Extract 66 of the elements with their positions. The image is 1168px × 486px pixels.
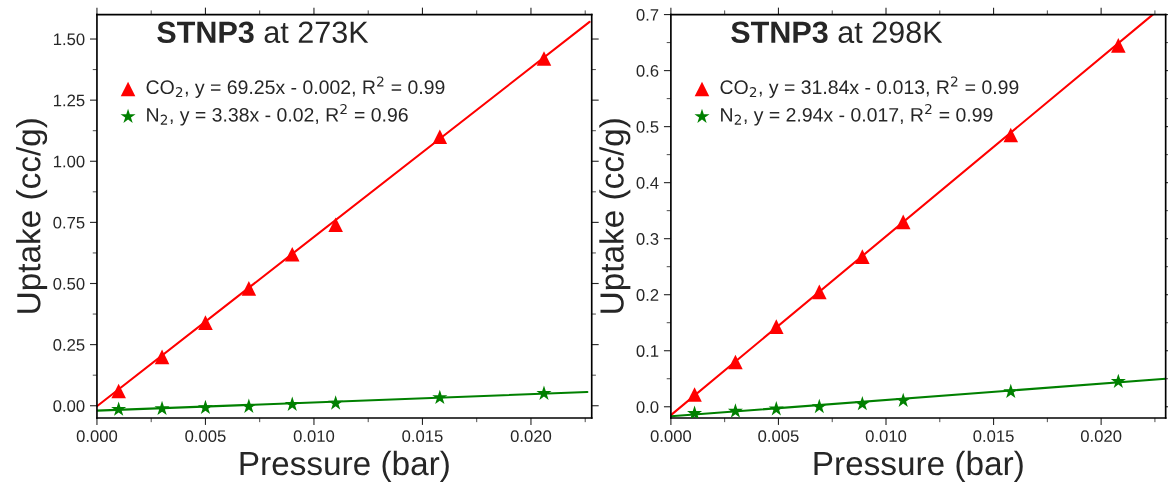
point <box>895 214 911 230</box>
point <box>687 387 702 402</box>
x-tick-label: 0.015 <box>402 430 443 443</box>
point <box>154 400 170 416</box>
x-tick-label: 0.005 <box>185 430 226 443</box>
x-axis-title: Pressure (bar) <box>814 450 1023 482</box>
x-tick-label: 0.005 <box>758 430 799 443</box>
legend-label: N$_{2}$, y = 3.38x - 0.02, R$^{2}$ = 0.96 <box>147 103 408 126</box>
y-tick-label: 0.50 <box>53 277 85 290</box>
point <box>154 349 170 365</box>
legend-label: N$_{2}$, y = 2.94x - 0.017, R$^{2}$ = 0.99 <box>721 103 993 126</box>
point <box>769 319 784 334</box>
y-tick-label: 0.5 <box>636 121 659 133</box>
point <box>854 396 870 411</box>
point <box>895 392 911 407</box>
y-tick-label: 0.2 <box>636 289 659 301</box>
point <box>727 403 743 418</box>
point <box>328 395 344 410</box>
point <box>1003 127 1019 143</box>
x-tick-label: 0.020 <box>1080 430 1122 443</box>
y-axis-title: Uptake (cc/g) <box>16 119 48 313</box>
y-tick-label: 0.1 <box>636 345 659 357</box>
y-tick-label: 0.25 <box>53 339 85 351</box>
point <box>855 249 870 264</box>
point <box>812 284 827 300</box>
point <box>432 389 448 405</box>
point <box>284 246 300 262</box>
x-tick-label: 0.000 <box>650 430 692 443</box>
point <box>811 398 827 414</box>
y-axis-title: Uptake (cc/g) <box>599 119 631 313</box>
point <box>536 385 552 400</box>
point <box>111 383 126 399</box>
point <box>728 354 743 370</box>
point <box>241 281 257 296</box>
y-tick-label: 0.7 <box>636 8 659 21</box>
point <box>768 401 784 416</box>
point <box>284 396 300 411</box>
legend-label: CO$_{2}$, y = 31.84x - 0.013, R$^{2}$ = 0.99 <box>720 76 1019 98</box>
legend-label: CO$_{2}$, y = 69.25x - 0.002, R$^{2}$ = 0.99 <box>146 76 445 98</box>
point <box>328 217 343 233</box>
y-tick-label: 1.00 <box>53 155 85 168</box>
point <box>1110 373 1126 388</box>
x-axis-title: Pressure (bar) <box>240 450 449 482</box>
x-tick-label: 0.020 <box>510 430 552 443</box>
y-tick-label: 1.50 <box>53 33 85 46</box>
point <box>197 399 213 415</box>
y-tick-label: 0.6 <box>636 65 659 77</box>
point <box>432 129 448 145</box>
x-tick-label: 0.010 <box>865 430 907 443</box>
point <box>198 315 213 330</box>
y-tick-label: 0.0 <box>636 401 659 413</box>
point <box>111 401 127 416</box>
y-tick-label: 0.00 <box>53 400 85 412</box>
x-tick-label: 0.015 <box>973 430 1014 443</box>
point <box>1003 383 1019 399</box>
x-tick-label: 0.000 <box>76 430 118 443</box>
x-tick-label: 0.010 <box>293 430 335 443</box>
y-tick-label: 1.25 <box>53 94 85 107</box>
chart-title: STNP3 at 273K <box>157 21 369 44</box>
y-tick-label: 0.4 <box>636 177 659 189</box>
point <box>1111 38 1126 53</box>
point <box>687 405 703 418</box>
y-tick-label: 0.3 <box>636 233 659 245</box>
point <box>536 51 552 66</box>
y-tick-label: 0.75 <box>53 216 85 229</box>
chart-title: STNP3 at 298K <box>731 21 943 44</box>
